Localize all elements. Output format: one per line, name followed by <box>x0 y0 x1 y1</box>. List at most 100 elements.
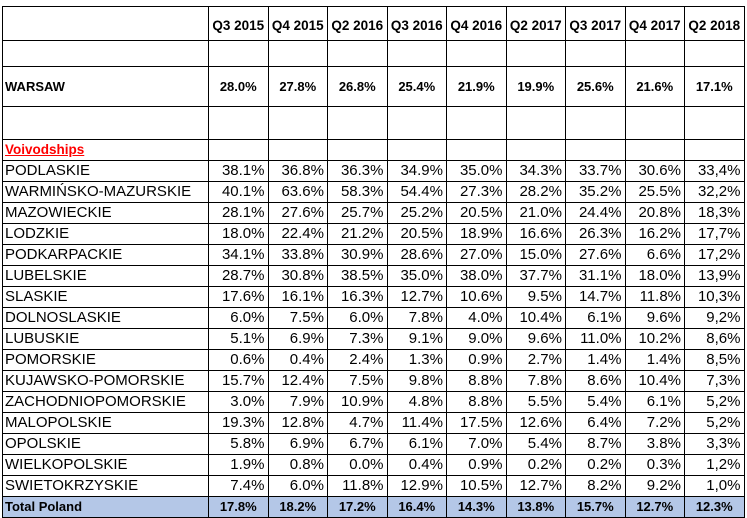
total-value-cell: 16.4% <box>386 496 447 518</box>
value-cell: 1,2% <box>684 454 745 476</box>
value-cell: 34.9% <box>386 160 447 182</box>
empty-cell <box>386 106 447 140</box>
value-cell: 38.1% <box>208 160 269 182</box>
value-cell: 25.7% <box>327 202 388 224</box>
empty-cell <box>327 40 388 67</box>
value-cell: 12.7% <box>505 475 566 497</box>
value-cell: 1,0% <box>684 475 745 497</box>
column-header: Q3 2015 <box>208 6 269 41</box>
value-cell: 0.4% <box>267 349 328 371</box>
empty-cell <box>2 40 209 67</box>
value-cell: 7.5% <box>327 370 388 392</box>
table-row: MALOPOLSKIE 19.3% 12.8% 4.7% 11.4% 17.5% 12.6%… <box>2 412 745 434</box>
table-row: PODLASKIE 38.1% 36.8% 36.3% 34.9% 35.0% 34.3% 3… <box>2 160 745 182</box>
value-cell: 6.0% <box>267 475 328 497</box>
value-cell: 5.1% <box>208 328 269 350</box>
value-cell: 5.8% <box>208 433 269 455</box>
value-cell: 1.9% <box>208 454 269 476</box>
column-header: Q4 2016 <box>446 6 507 41</box>
value-cell: 12.9% <box>386 475 447 497</box>
total-value-cell: 18.2% <box>267 496 328 518</box>
empty-cell <box>208 139 269 161</box>
value-cell: 1.3% <box>386 349 447 371</box>
voivodship-name-cell: ZACHODNIOPOMORSKIE <box>2 391 209 413</box>
value-cell: 12.8% <box>267 412 328 434</box>
value-cell: 11.8% <box>624 286 685 308</box>
value-cell: 7.9% <box>267 391 328 413</box>
value-cell: 16.3% <box>327 286 388 308</box>
value-cell: 37.7% <box>505 265 566 287</box>
value-cell: 10.4% <box>624 370 685 392</box>
gap-row <box>2 106 745 140</box>
value-cell: 0.3% <box>624 454 685 476</box>
table-row: POMORSKIE 0.6% 0.4% 2.4% 1.3% 0.9% 2.7% 1.4% 1.4… <box>2 349 745 371</box>
value-cell: 34.1% <box>208 244 269 266</box>
value-cell: 7.8% <box>505 370 566 392</box>
value-cell: 8.8% <box>446 391 507 413</box>
value-cell: 28.2% <box>505 181 566 203</box>
value-cell: 3.0% <box>208 391 269 413</box>
value-cell: 35.0% <box>386 265 447 287</box>
value-cell: 5.4% <box>505 433 566 455</box>
value-cell: 3,3% <box>684 433 745 455</box>
empty-cell <box>505 106 566 140</box>
header-row: Q3 2015 Q4 2015 Q2 2016 Q3 2016 Q4 2016 Q2 20… <box>2 6 745 41</box>
empty-cell <box>208 106 269 140</box>
value-cell: 12.7% <box>386 286 447 308</box>
value-cell: 6.6% <box>624 244 685 266</box>
empty-cell <box>446 40 507 67</box>
value-cell: 6.1% <box>386 433 447 455</box>
voivodship-name-cell: WIELKOPOLSKIE <box>2 454 209 476</box>
voivodship-name-cell: LUBELSKIE <box>2 265 209 287</box>
value-cell: 4.7% <box>327 412 388 434</box>
value-cell: 27.6% <box>565 244 626 266</box>
value-cell: 21.2% <box>327 223 388 245</box>
value-cell: 30.8% <box>267 265 328 287</box>
value-cell: 25.2% <box>386 202 447 224</box>
voivodship-name-cell: WARMIŃSKO-MAZURSKIE <box>2 181 209 203</box>
value-cell: 31.1% <box>565 265 626 287</box>
voivodship-name-cell: LUBUSKIE <box>2 328 209 350</box>
value-cell: 5.4% <box>565 391 626 413</box>
table-row: WARMIŃSKO-MAZURSKIE 40.1% 63.6% 58.3% 54.4% 2… <box>2 181 745 203</box>
voivodship-name-cell: SLASKIE <box>2 286 209 308</box>
value-cell: 7.5% <box>267 307 328 329</box>
column-header: Q2 2017 <box>505 6 566 41</box>
value-cell: 33.8% <box>267 244 328 266</box>
table-row: KUJAWSKO-POMORSKIE 15.7% 12.4% 7.5% 9.8% 8.8%… <box>2 370 745 392</box>
value-cell: 24.4% <box>565 202 626 224</box>
value-cell: 7.4% <box>208 475 269 497</box>
value-cell: 20.8% <box>624 202 685 224</box>
value-cell: 33,4% <box>684 160 745 182</box>
value-cell: 8.8% <box>446 370 507 392</box>
value-cell: 4.8% <box>386 391 447 413</box>
empty-cell <box>505 40 566 67</box>
value-cell: 8.6% <box>565 370 626 392</box>
value-cell: 9.2% <box>624 475 685 497</box>
empty-cell <box>446 139 507 161</box>
empty-cell <box>505 139 566 161</box>
total-value-cell: 17.2% <box>327 496 388 518</box>
table-row: MAZOWIECKIE 28.1% 27.6% 25.7% 25.2% 20.5% 21.0… <box>2 202 745 224</box>
empty-cell <box>684 106 745 140</box>
value-cell: 10,3% <box>684 286 745 308</box>
vacancy-rate-table: Q3 2015 Q4 2015 Q2 2016 Q3 2016 Q4 2016 Q2 20… <box>2 6 745 518</box>
value-cell: 17.5% <box>446 412 507 434</box>
column-header: Q3 2016 <box>386 6 447 41</box>
empty-cell <box>446 106 507 140</box>
value-cell: 54.4% <box>386 181 447 203</box>
value-cell: 18.9% <box>446 223 507 245</box>
warsaw-value-cell: 27.8% <box>267 66 328 107</box>
value-cell: 0.9% <box>446 454 507 476</box>
value-cell: 63.6% <box>267 181 328 203</box>
value-cell: 6.1% <box>624 391 685 413</box>
value-cell: 7,3% <box>684 370 745 392</box>
empty-cell <box>624 139 685 161</box>
table-row: WIELKOPOLSKIE 1.9% 0.8% 0.0% 0.4% 0.9% 0.2% 0.2… <box>2 454 745 476</box>
value-cell: 33.7% <box>565 160 626 182</box>
voivodship-name-cell: POMORSKIE <box>2 349 209 371</box>
table-row: LODZKIE 18.0% 22.4% 21.2% 20.5% 18.9% 16.6% 26.… <box>2 223 745 245</box>
total-value-cell: 13.8% <box>505 496 566 518</box>
voivodship-name-cell: KUJAWSKO-POMORSKIE <box>2 370 209 392</box>
value-cell: 38.0% <box>446 265 507 287</box>
